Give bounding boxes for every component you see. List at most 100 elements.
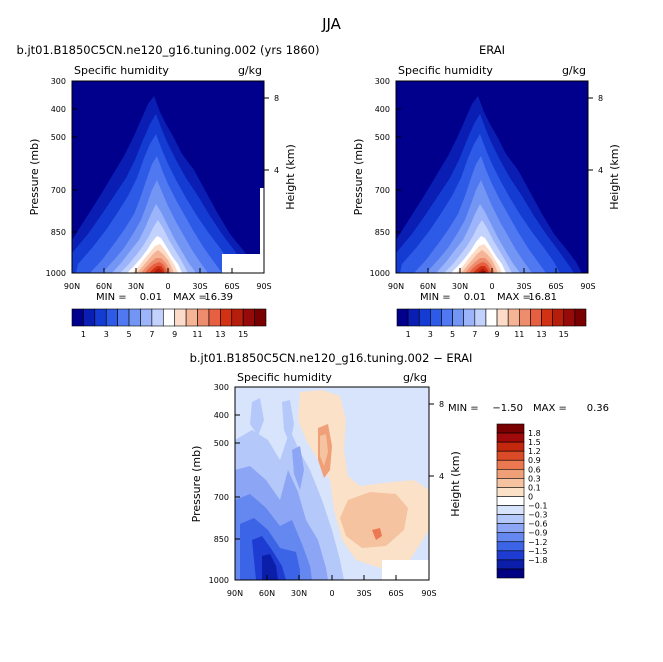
colorbar-swatch bbox=[128, 308, 141, 327]
max-label: MAX = bbox=[173, 292, 207, 303]
x-tick-label: 60N bbox=[420, 282, 436, 291]
contour-bands bbox=[72, 96, 258, 273]
colorbar-label: 15 bbox=[559, 330, 569, 339]
x-tick-label: 0 bbox=[329, 589, 334, 598]
panel-title: b.jt01.B1850C5CN.ne120_g16.tuning.002 − … bbox=[190, 351, 473, 365]
min-label: MIN = bbox=[96, 292, 127, 303]
colorbar-swatch bbox=[418, 308, 431, 327]
colorbar-swatch bbox=[496, 523, 525, 534]
y2-tick-label: 8 bbox=[439, 400, 444, 409]
x-tick-label: 90N bbox=[64, 282, 80, 291]
y2-axis-label: Height (km) bbox=[608, 144, 621, 210]
colorbar-swatch bbox=[541, 308, 553, 327]
y-tick-label: 1000 bbox=[209, 576, 229, 585]
y-tick-label: 300 bbox=[51, 77, 66, 86]
colorbar-swatch bbox=[485, 308, 498, 327]
band-14 bbox=[153, 268, 163, 273]
colorbar: 1.81.51.20.90.60.30.10−0.1−0.3−0.6−0.9−1… bbox=[496, 423, 547, 579]
band-neg-6 bbox=[262, 554, 278, 580]
colorbar-label: 0.9 bbox=[528, 456, 541, 465]
colorbar-swatch bbox=[552, 308, 565, 327]
y-tick-label: 500 bbox=[51, 133, 66, 142]
min-label: MIN = bbox=[420, 292, 451, 303]
colorbar-label: 3 bbox=[428, 330, 433, 339]
x-tick-label: 90N bbox=[388, 282, 404, 291]
band-pos-2 bbox=[340, 492, 408, 548]
colorbar-swatch bbox=[496, 468, 525, 479]
colorbar-swatch bbox=[94, 308, 107, 327]
colorbar-label: 11 bbox=[514, 330, 524, 339]
colorbar-swatch bbox=[496, 505, 525, 515]
colorbar-swatch bbox=[496, 478, 525, 488]
colorbar-swatch bbox=[396, 308, 409, 327]
x-tick-label: 90N bbox=[227, 589, 243, 598]
x-tick-label: 60S bbox=[224, 282, 239, 291]
max-value: 16.81 bbox=[528, 292, 557, 303]
y2-tick-label: 4 bbox=[274, 166, 279, 175]
min-value: 0.01 bbox=[140, 292, 162, 303]
colorbar-label: 15 bbox=[238, 330, 248, 339]
x-tick-label: 30S bbox=[192, 282, 207, 291]
colorbar: 1 3 5 7 9 11 13 15 bbox=[396, 308, 587, 339]
colorbar-label: 0 bbox=[528, 492, 533, 501]
colorbar-label: 0.3 bbox=[528, 474, 541, 483]
colorbar-label: 5 bbox=[127, 330, 132, 339]
colorbar-swatch bbox=[496, 514, 525, 524]
colorbar-swatch bbox=[496, 423, 525, 434]
panel-difference: b.jt01.B1850C5CN.ne120_g16.tuning.002 − … bbox=[190, 351, 609, 598]
y-axis-label: Pressure (mb) bbox=[28, 139, 41, 216]
contour-field bbox=[235, 387, 429, 580]
colorbar-label: −0.1 bbox=[528, 502, 547, 511]
colorbar-label: 7 bbox=[472, 330, 477, 339]
colorbar-swatch bbox=[530, 308, 542, 327]
variable-label: Specific humidity bbox=[398, 64, 493, 77]
colorbar-label: 13 bbox=[536, 330, 546, 339]
y-tick-label: 400 bbox=[214, 411, 229, 420]
x-tick-label: 30S bbox=[516, 282, 531, 291]
colorbar-swatch bbox=[140, 308, 153, 327]
x-tick-label: 90S bbox=[580, 282, 595, 291]
colorbar-swatch bbox=[441, 308, 453, 327]
y-ticks bbox=[396, 80, 401, 274]
figure-title: JJA bbox=[321, 15, 342, 33]
colorbar-swatch bbox=[162, 308, 176, 327]
missing-data-region bbox=[382, 560, 429, 580]
min-label: MIN = bbox=[448, 403, 479, 414]
x-tick-label: 60N bbox=[259, 589, 275, 598]
colorbar-swatch bbox=[496, 496, 525, 506]
band-neg-9 bbox=[292, 446, 304, 490]
colorbar-swatch bbox=[518, 308, 531, 327]
y-tick-label: 1000 bbox=[370, 269, 390, 278]
colorbar-label: 9 bbox=[172, 330, 177, 339]
colorbar-swatch bbox=[254, 308, 267, 327]
colorbar-swatch bbox=[242, 308, 255, 327]
max-value: 16.39 bbox=[204, 292, 233, 303]
y-tick-label: 300 bbox=[375, 77, 390, 86]
colorbar-swatch bbox=[507, 308, 520, 327]
colorbar-swatch bbox=[185, 308, 198, 327]
colorbar-label: −1.8 bbox=[528, 556, 547, 565]
y2-tick-label: 4 bbox=[439, 472, 444, 481]
colorbar-swatch bbox=[174, 308, 187, 327]
x-ticks bbox=[234, 575, 430, 580]
x-tick-label: 30S bbox=[356, 589, 371, 598]
x-tick-label: 60N bbox=[96, 282, 112, 291]
band-pos-5 bbox=[372, 528, 382, 540]
y-ticks bbox=[235, 386, 240, 581]
colorbar-swatch bbox=[563, 308, 576, 327]
panel-title: ERAI bbox=[479, 43, 505, 57]
band-neg-8 bbox=[282, 400, 294, 444]
x-tick-label: 30N bbox=[128, 282, 144, 291]
colorbar-label: 1.2 bbox=[528, 447, 541, 456]
y-tick-label: 400 bbox=[375, 105, 390, 114]
colorbar-swatch bbox=[117, 308, 130, 327]
x-tick-label: 30N bbox=[291, 589, 307, 598]
contour-bands bbox=[235, 390, 429, 580]
contour-field bbox=[396, 81, 588, 273]
max-value: 0.36 bbox=[587, 403, 609, 414]
colorbar-swatch bbox=[197, 308, 210, 327]
colorbar-swatch bbox=[496, 487, 525, 497]
y-tick-label: 500 bbox=[375, 133, 390, 142]
y-axis-label: Pressure (mb) bbox=[352, 139, 365, 216]
colorbar: 1 3 5 7 9 11 13 15 bbox=[71, 308, 267, 339]
